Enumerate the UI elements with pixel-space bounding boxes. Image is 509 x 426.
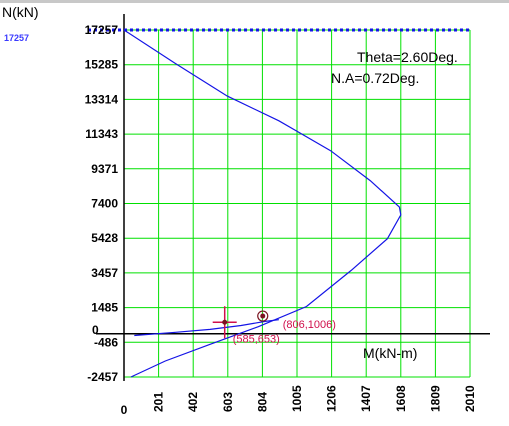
- interaction-curve: [123, 29, 402, 378]
- y-tick-label: 5428: [91, 231, 118, 245]
- y-tick-label: -486: [94, 335, 118, 349]
- x-tick-label: 1809: [428, 385, 442, 412]
- x-tick-label: 603: [221, 392, 235, 412]
- annotation-na: N.A=0.72Deg.: [331, 70, 419, 86]
- x-tick-label: 1206: [325, 385, 339, 412]
- x-tick-label: 402: [186, 392, 200, 412]
- y-tick-label: 17257: [85, 23, 119, 37]
- curves: (806,1006)(585,653): [123, 29, 402, 378]
- y-tick-label: -2457: [87, 370, 118, 384]
- y-axis-label: N(kN): [2, 4, 39, 20]
- interaction-curve: [134, 319, 279, 337]
- x-tick-label: 1005: [290, 385, 304, 412]
- point-dot: [260, 313, 266, 319]
- grid: [123, 29, 471, 378]
- x-tick-label: 201: [152, 392, 166, 412]
- point-label: (806,1006): [283, 319, 336, 331]
- y-tick-label: 13314: [85, 92, 119, 106]
- y-tick-label: 15285: [85, 58, 119, 72]
- x-tick-label: 804: [255, 392, 269, 412]
- x-tick-label: 1608: [394, 385, 408, 412]
- top-border: [0, 0, 509, 3]
- annotation-theta: Theta=2.60Deg.: [357, 49, 458, 65]
- y-tick-label: 9371: [91, 162, 118, 176]
- tick-labels: 17257 15285 13314 11343 9371 7400 5428 3457 1485…: [85, 23, 477, 417]
- max-load-label: 17257: [4, 33, 29, 43]
- y-tick-label: 1485: [91, 301, 118, 315]
- y-tick-label: 11343: [85, 127, 118, 141]
- x-tick-label: 0: [121, 403, 128, 417]
- y-tick-label: 3457: [91, 266, 118, 280]
- y-zero-label: 0: [92, 323, 99, 337]
- x-axis-label: M(kN-m): [363, 345, 417, 361]
- point-marker: [257, 310, 269, 322]
- point-dot: [222, 319, 228, 325]
- x-tick-label: 1407: [359, 385, 373, 412]
- y-tick-label: 7400: [91, 197, 118, 211]
- point-label: (585,653): [233, 333, 280, 345]
- x-tick-label: 2010: [463, 385, 477, 412]
